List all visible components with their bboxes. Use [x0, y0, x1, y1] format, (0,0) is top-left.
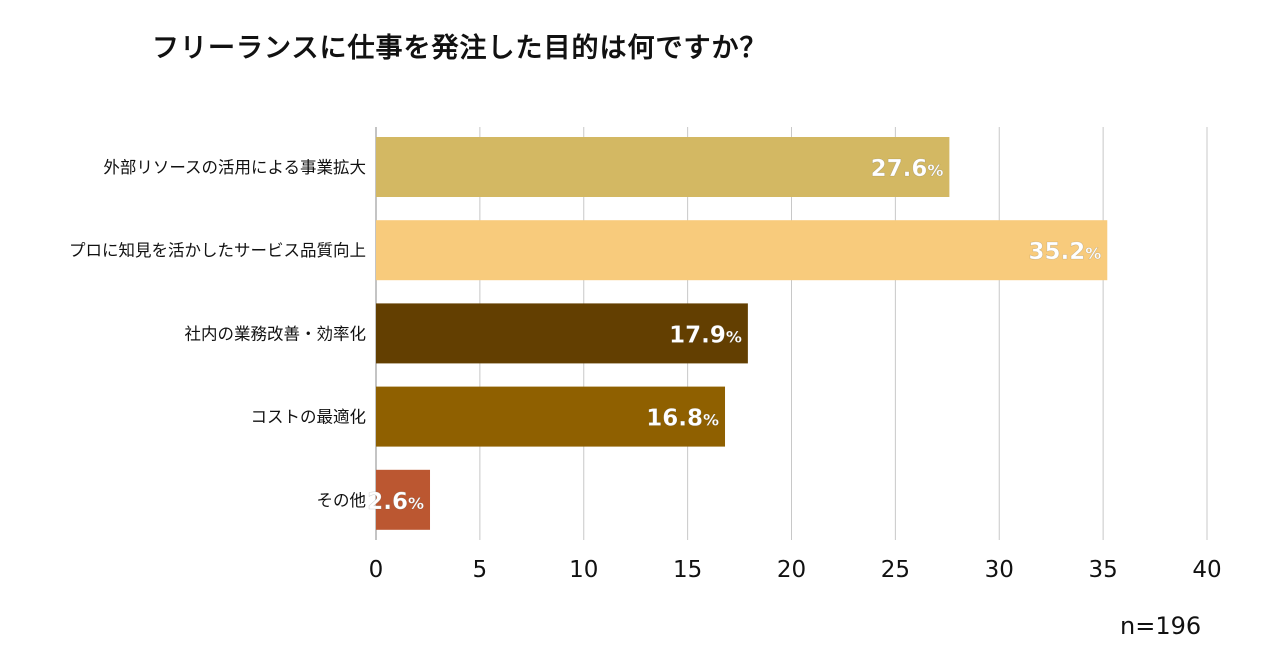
- bar-2: [376, 220, 1108, 281]
- x-tick-label-25: 25: [881, 557, 910, 583]
- category-label-2: プロに知見を活かしたサービス品質向上: [69, 241, 366, 260]
- value-label-1: 27.6%: [871, 156, 944, 182]
- x-tick-label-15: 15: [673, 557, 702, 583]
- x-tick-label-0: 0: [369, 557, 384, 583]
- x-tick-label-5: 5: [473, 557, 488, 583]
- category-labels: 外部リソースの活用による事業拡大プロに知見を活かしたサービス品質向上社内の業務改…: [69, 158, 366, 510]
- x-tick-label-20: 20: [777, 557, 806, 583]
- x-axis-ticks: 0 5 10 15 20 25 30 35 40: [369, 557, 1222, 583]
- value-label-4: 16.8%: [646, 406, 719, 432]
- bar-1: [376, 137, 950, 197]
- bars: [376, 137, 1108, 530]
- chart-title: フリーランスに仕事を発注した目的は何ですか？: [152, 33, 768, 64]
- category-label-4: コストの最適化: [251, 408, 367, 427]
- category-label-3: 社内の業務改善・効率化: [185, 324, 367, 343]
- value-label-3: 17.9%: [669, 322, 742, 348]
- value-label-2: 35.2%: [1028, 239, 1101, 265]
- category-label-5: その他: [317, 491, 367, 510]
- bar-5: [376, 469, 431, 530]
- value-labels: 27.6% 35.2% 17.9% 16.8% 2.6%: [367, 156, 1102, 515]
- value-label-5: 2.6%: [367, 489, 424, 515]
- x-tick-label-35: 35: [1088, 557, 1117, 583]
- category-label-1: 外部リソースの活用による事業拡大: [103, 158, 366, 177]
- x-tick-label-10: 10: [569, 557, 598, 583]
- bar-4: [376, 386, 726, 447]
- x-tick-label-40: 40: [1192, 557, 1221, 583]
- bar-3: [376, 303, 748, 364]
- x-tick-label-30: 30: [985, 557, 1014, 583]
- sample-size-label: n=196: [1120, 612, 1202, 640]
